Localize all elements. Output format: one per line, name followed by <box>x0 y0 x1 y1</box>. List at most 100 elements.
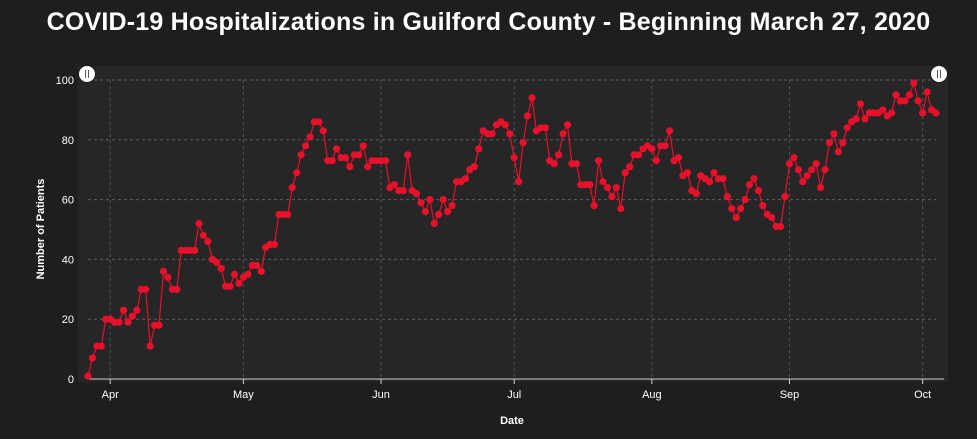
x-tick-label: Aug <box>642 389 662 401</box>
data-point <box>608 193 616 201</box>
y-axis-ticks: 0 20 40 60 80 100 <box>56 75 74 386</box>
plot-area <box>78 66 948 382</box>
data-point <box>119 306 128 314</box>
data-point <box>790 154 798 162</box>
data-point <box>834 148 842 156</box>
data-point <box>843 124 851 132</box>
data-point <box>905 91 914 99</box>
data-point <box>470 163 478 171</box>
data-point <box>88 354 96 362</box>
data-point <box>817 184 825 192</box>
y-tick-label: 40 <box>62 254 74 266</box>
data-point <box>195 219 203 228</box>
y-tick-label: 80 <box>62 135 74 147</box>
x-tick-label: Jun <box>372 389 390 401</box>
data-point <box>821 166 829 174</box>
data-point <box>444 208 452 216</box>
y-tick-label: 20 <box>62 314 74 326</box>
data-point <box>590 202 598 210</box>
data-point <box>541 124 549 132</box>
data-point <box>435 210 443 219</box>
data-point <box>634 151 643 159</box>
data-point <box>741 196 749 204</box>
data-point <box>621 169 629 177</box>
data-point <box>781 193 789 201</box>
data-point <box>750 175 758 183</box>
data-point <box>399 187 407 195</box>
data-point <box>257 267 265 275</box>
data-point <box>293 169 301 177</box>
data-point <box>421 208 429 216</box>
data-point <box>359 142 367 150</box>
data-point <box>284 210 292 219</box>
data-point <box>346 163 354 171</box>
chart-title: COVID-19 Hospitalizations in Guilford Co… <box>46 8 931 36</box>
data-point <box>559 130 567 138</box>
data-point <box>852 115 860 123</box>
data-point <box>777 222 785 231</box>
data-point <box>355 151 363 159</box>
data-point <box>879 106 887 114</box>
data-point <box>652 157 660 165</box>
data-point <box>595 157 603 165</box>
data-point <box>528 94 536 102</box>
data-point <box>710 169 718 177</box>
data-point <box>142 285 150 293</box>
data-point <box>128 312 136 320</box>
data-point <box>244 270 252 278</box>
data-point <box>288 184 296 192</box>
data-point <box>155 321 163 329</box>
data-point <box>97 342 105 350</box>
data-point <box>892 91 900 99</box>
data-point <box>173 285 181 293</box>
data-point <box>523 112 532 120</box>
data-point <box>430 219 438 228</box>
y-tick-label: 60 <box>62 195 74 207</box>
data-point <box>191 246 199 254</box>
x-axis-ticks: Apr May Jun Jul Aug Sep Oct <box>102 379 931 401</box>
data-point <box>235 279 243 287</box>
data-point <box>586 181 594 189</box>
data-point <box>426 196 434 204</box>
data-point <box>754 187 763 195</box>
data-point <box>390 181 398 189</box>
data-point <box>315 118 323 126</box>
data-point <box>270 240 279 248</box>
data-point <box>306 133 314 141</box>
range-end-handle[interactable] <box>930 65 948 83</box>
data-point <box>226 282 234 290</box>
data-point <box>674 154 683 162</box>
data-point <box>84 372 92 380</box>
x-tick-label: May <box>233 389 254 401</box>
data-point <box>213 258 221 266</box>
range-handles[interactable] <box>78 65 948 83</box>
data-point <box>799 178 807 186</box>
data-point <box>825 139 834 147</box>
data-point <box>204 237 212 246</box>
data-point <box>133 306 141 314</box>
data-point <box>728 205 736 213</box>
data-point <box>603 184 612 192</box>
data-point <box>448 202 456 210</box>
data-point <box>706 178 714 186</box>
data-point <box>745 181 754 189</box>
data-point <box>932 109 940 117</box>
range-start-handle[interactable] <box>78 65 96 83</box>
data-point <box>417 199 425 207</box>
data-point <box>164 273 172 281</box>
data-point <box>737 205 745 213</box>
data-point <box>439 196 447 204</box>
data-point <box>555 151 563 159</box>
data-point <box>159 267 168 275</box>
data-point <box>333 145 341 153</box>
data-point <box>648 145 656 153</box>
data-point <box>785 160 794 168</box>
data-point <box>501 121 509 129</box>
y-tick-label: 100 <box>56 75 74 87</box>
data-point <box>364 163 372 171</box>
data-point <box>808 166 816 174</box>
data-point <box>861 115 869 123</box>
data-point <box>723 193 731 201</box>
data-point <box>901 97 909 105</box>
